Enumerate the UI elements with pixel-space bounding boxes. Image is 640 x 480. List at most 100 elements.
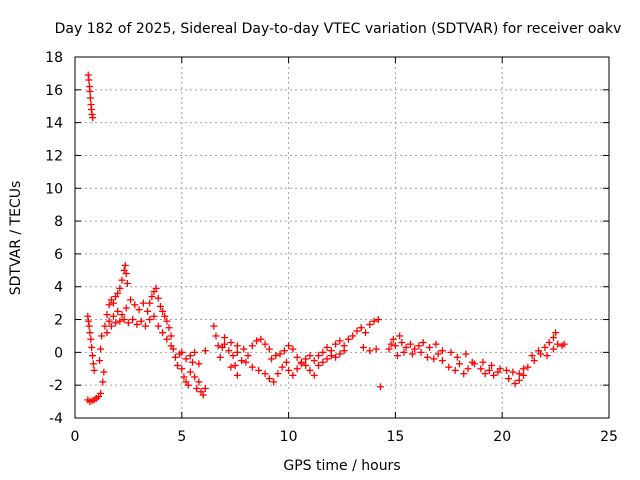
data-point [182, 355, 190, 363]
data-point [315, 361, 323, 369]
data-point [396, 332, 404, 340]
data-point [163, 317, 171, 325]
data-point [310, 371, 318, 379]
data-point [212, 332, 220, 340]
data-point [129, 316, 137, 324]
data-point [191, 348, 199, 356]
data-point [479, 358, 487, 366]
data-point [528, 352, 536, 360]
x-tick-label: 5 [177, 429, 186, 445]
data-point [121, 261, 129, 269]
data-point [285, 366, 293, 374]
data-point [319, 348, 327, 356]
data-point [302, 355, 310, 363]
x-tick-label: 15 [386, 429, 404, 445]
data-point [180, 373, 188, 381]
y-tick-label: 10 [45, 181, 63, 197]
data-point [285, 342, 293, 350]
data-point [261, 340, 269, 348]
data-point [509, 368, 517, 376]
data-point [161, 312, 169, 320]
data-point [89, 352, 97, 360]
data-point [159, 307, 167, 315]
data-point [201, 347, 209, 355]
data-point [199, 391, 207, 399]
data-point [127, 296, 135, 304]
data-point [238, 357, 246, 365]
data-point [306, 366, 314, 374]
data-point [545, 339, 553, 347]
data-point [233, 342, 241, 350]
data-point [227, 339, 235, 347]
data-point [231, 361, 239, 369]
data-point [464, 365, 472, 373]
data-point [319, 358, 327, 366]
data-point [146, 316, 154, 324]
y-tick-label: 12 [45, 148, 63, 164]
data-point [178, 365, 186, 373]
x-tick-label: 25 [600, 429, 618, 445]
data-point [535, 347, 543, 355]
data-point [376, 383, 384, 391]
data-point [357, 324, 365, 332]
data-point [89, 360, 97, 368]
data-point [419, 339, 427, 347]
data-point [201, 384, 209, 392]
data-point [233, 371, 241, 379]
data-point [265, 375, 273, 383]
data-point [131, 301, 139, 309]
data-point [554, 340, 562, 348]
data-point [96, 357, 104, 365]
data-point [137, 317, 145, 325]
data-point [195, 378, 203, 386]
data-point [116, 317, 124, 325]
data-point [227, 363, 235, 371]
y-tick-label: -2 [49, 378, 63, 394]
x-tick-label: 0 [71, 429, 80, 445]
data-point [100, 368, 108, 376]
data-point [394, 352, 402, 360]
data-point [415, 342, 423, 350]
data-point [86, 87, 94, 95]
data-point [141, 322, 149, 330]
data-point [122, 270, 130, 278]
data-point [123, 279, 131, 287]
data-point [488, 361, 496, 369]
y-tick-label: 2 [54, 313, 63, 329]
x-tick-label: 10 [280, 429, 298, 445]
y-tick-label: 4 [54, 280, 63, 296]
data-point [344, 335, 352, 343]
data-point [417, 348, 425, 356]
data-point [103, 329, 111, 337]
data-point [124, 319, 132, 327]
data-point [154, 322, 162, 330]
data-point [195, 360, 203, 368]
data-point [103, 311, 111, 319]
y-axis-label: SDTVAR / TECUs [8, 181, 24, 296]
data-point [257, 335, 265, 343]
data-point [323, 355, 331, 363]
data-point [85, 322, 93, 330]
data-point [163, 335, 171, 343]
data-point [332, 353, 340, 361]
data-point [391, 342, 399, 350]
data-point [306, 352, 314, 360]
data-point [332, 340, 340, 348]
data-point [120, 316, 128, 324]
data-point [191, 373, 199, 381]
data-point [135, 306, 143, 314]
data-point [253, 337, 261, 345]
data-point [366, 347, 374, 355]
data-point [485, 366, 493, 374]
data-point [268, 355, 276, 363]
data-point [210, 322, 218, 330]
y-tick-label: 18 [45, 50, 63, 66]
data-point [105, 317, 113, 325]
data-point [370, 317, 378, 325]
data-point [426, 343, 434, 351]
data-point [109, 299, 117, 307]
data-point [524, 363, 532, 371]
data-point [293, 365, 301, 373]
